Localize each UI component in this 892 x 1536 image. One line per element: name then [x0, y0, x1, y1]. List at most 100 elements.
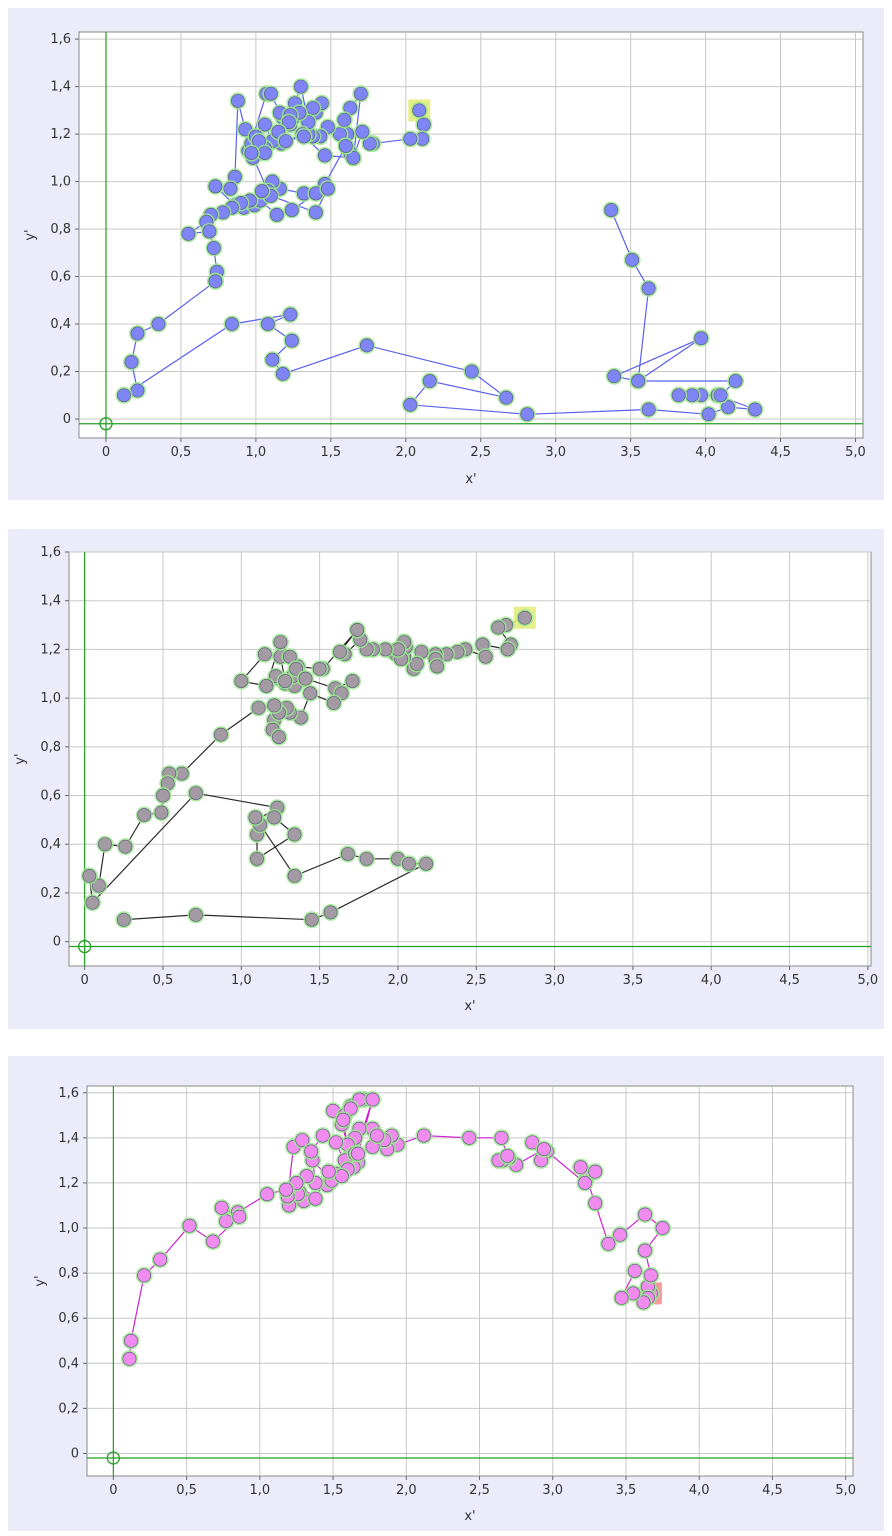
- data-point: [130, 383, 145, 398]
- y-tick-label: 1,2: [50, 127, 71, 142]
- origin-marker: [99, 417, 113, 431]
- data-point: [278, 674, 293, 688]
- y-tick-label: 0,6: [40, 789, 61, 804]
- x-tick-label: 1,5: [323, 1483, 344, 1498]
- data-point: [430, 659, 445, 674]
- x-tick-label: 1,5: [309, 973, 330, 988]
- x-tick-label: 2,0: [395, 445, 416, 460]
- data-point: [638, 1207, 652, 1222]
- data-point: [346, 150, 361, 165]
- data-point: [362, 136, 377, 151]
- x-tick-label: 0: [102, 445, 110, 460]
- data-point: [230, 93, 245, 108]
- data-point: [154, 805, 169, 820]
- data-point: [416, 1128, 431, 1143]
- data-point: [225, 317, 239, 331]
- data-point: [267, 810, 282, 825]
- data-point: [284, 203, 299, 217]
- data-point: [273, 635, 288, 650]
- x-tick-label: 2,0: [388, 973, 409, 988]
- x-tick-label: 0: [109, 1483, 117, 1498]
- x-tick-label: 1,0: [246, 445, 267, 460]
- data-point: [308, 1191, 323, 1206]
- data-point: [188, 786, 203, 800]
- data-point: [338, 139, 353, 153]
- data-point: [91, 878, 106, 893]
- y-axis-label: y': [33, 1275, 48, 1286]
- data-point: [118, 839, 133, 854]
- data-point: [116, 912, 131, 927]
- data-point: [82, 868, 97, 883]
- data-point: [214, 727, 228, 742]
- data-point: [284, 333, 299, 348]
- data-point: [206, 1234, 220, 1249]
- data-point: [343, 1101, 358, 1116]
- data-point: [223, 181, 238, 196]
- data-point: [350, 623, 365, 637]
- data-point: [500, 1148, 515, 1163]
- data-point: [326, 696, 341, 710]
- x-tick-label: 3,5: [620, 445, 641, 460]
- data-point: [631, 374, 646, 388]
- data-point: [627, 1263, 642, 1278]
- data-point: [537, 1142, 551, 1157]
- data-point: [281, 115, 296, 130]
- data-point: [85, 895, 100, 910]
- y-axis-label: y': [13, 753, 28, 764]
- x-tick-label: 2,5: [466, 973, 487, 988]
- data-point: [295, 1133, 310, 1148]
- data-point: [355, 124, 370, 139]
- data-point: [321, 1164, 336, 1179]
- data-point: [607, 369, 622, 384]
- y-tick-label: 0,4: [40, 837, 61, 852]
- data-point: [641, 402, 656, 417]
- data-point: [643, 1268, 658, 1283]
- data-point: [257, 117, 272, 132]
- data-point: [208, 274, 223, 289]
- data-point: [265, 352, 280, 367]
- x-tick-label: 1,0: [249, 1483, 270, 1498]
- x-tick-label: 3,0: [544, 973, 565, 988]
- data-point: [359, 338, 374, 353]
- x-tick-label: 2,5: [469, 1483, 490, 1498]
- data-point: [267, 698, 282, 713]
- data-point: [694, 331, 709, 346]
- data-point: [671, 388, 686, 403]
- data-point: [234, 674, 249, 688]
- x-axis-label: x': [465, 472, 476, 487]
- chart-1: 0 0,5 1,0 1,5 2,0 2,5 3,0 3,5 4,0 4,5 5,0 0 0,2 0,4 0,…: [23, 31, 866, 487]
- y-tick-label: 1,6: [50, 32, 71, 47]
- data-point: [491, 620, 506, 635]
- data-point: [260, 1187, 275, 1202]
- data-point: [412, 103, 427, 118]
- data-point: [462, 1130, 477, 1145]
- data-point: [353, 86, 368, 101]
- data-point: [499, 390, 514, 405]
- data-point: [257, 146, 272, 160]
- data-point: [156, 788, 170, 803]
- x-tick-label: 3,5: [623, 973, 644, 988]
- data-point: [122, 1351, 137, 1366]
- data-point: [464, 364, 479, 379]
- data-point: [748, 402, 762, 417]
- data-point: [303, 686, 318, 701]
- chart-panel-1: 0 0,5 1,0 1,5 2,0 2,5 3,0 3,5 4,0 4,5 5,0 0 0,2 0,4 0,…: [8, 8, 884, 500]
- x-tick-label: 2,5: [470, 445, 491, 460]
- data-point: [208, 179, 223, 194]
- y-tick-label: 0,8: [50, 222, 71, 237]
- x-tick-label: 4,5: [762, 1483, 783, 1498]
- y-tick-label: 0,6: [50, 270, 71, 285]
- plot-area: [68, 551, 872, 967]
- x-tick-label: 4,5: [779, 973, 800, 988]
- data-point: [478, 649, 493, 664]
- data-point: [701, 407, 716, 422]
- data-point: [655, 1221, 670, 1235]
- x-axis-label: x': [464, 999, 475, 1014]
- data-point: [728, 374, 743, 388]
- y-tick-label: 1,6: [58, 1086, 79, 1101]
- x-tick-label: 0: [81, 973, 89, 988]
- data-point: [351, 1146, 365, 1161]
- data-point: [182, 1218, 197, 1233]
- data-point: [279, 1182, 294, 1197]
- y-tick-label: 0,2: [58, 1401, 79, 1416]
